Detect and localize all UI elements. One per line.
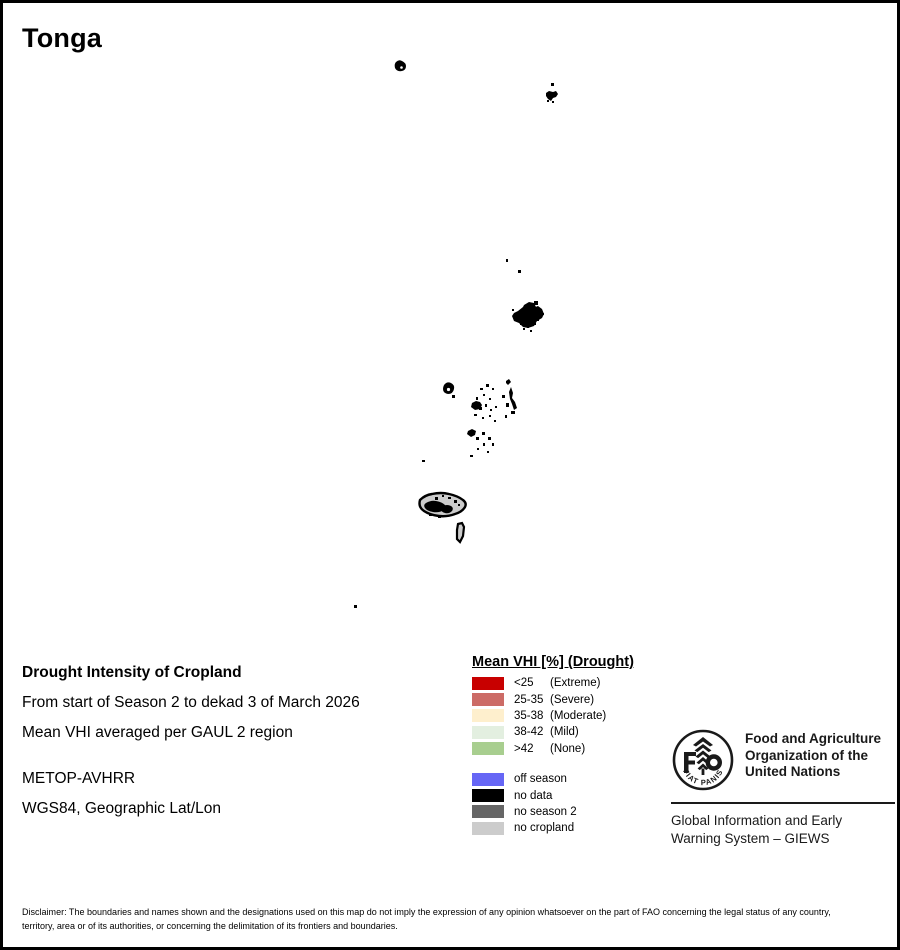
fao-organization-name: Food and Agriculture Organization of the… xyxy=(745,731,881,781)
legend-item-severe: 25-35 (Severe) xyxy=(472,691,682,707)
island-haapai-south xyxy=(467,429,494,457)
island-vavau-outliers xyxy=(506,259,521,273)
legend-item-none: >42 (None) xyxy=(472,741,682,757)
legend-item-no-data: no data xyxy=(472,787,682,803)
legend-category-extreme: (Extreme) xyxy=(550,677,601,690)
island-haapai-east-chain xyxy=(502,379,517,418)
legend-label-no-season-2: no season 2 xyxy=(514,805,577,818)
island-hunga xyxy=(422,460,425,462)
legend-label-no-cropland: no cropland xyxy=(514,822,575,835)
legend-item-no-season-2: no season 2 xyxy=(472,804,682,820)
legend-label-off-season: off season xyxy=(514,773,567,786)
island-tongatapu xyxy=(418,491,467,518)
island-ata xyxy=(354,605,357,608)
fao-branding-block: FIAT PANIS Food and Agriculture Organiza… xyxy=(671,728,895,848)
legend-swatch-mild xyxy=(472,725,504,739)
legend-range-moderate: 35-38 xyxy=(514,709,544,722)
caption-sensor: METOP-AVHRR xyxy=(22,770,136,787)
caption-period: From start of Season 2 to dekad 3 of Mar… xyxy=(22,694,360,711)
disclaimer-text: Disclaimer: The boundaries and names sho… xyxy=(22,907,831,932)
island-haapai-central xyxy=(471,384,497,422)
caption-aggregation: Mean VHI averaged per GAUL 2 region xyxy=(22,724,293,741)
giews-line-1: Global Information and Early xyxy=(671,813,843,828)
island-group-vavau xyxy=(512,301,544,332)
fao-header: FIAT PANIS Food and Agriculture Organiza… xyxy=(671,728,895,792)
giews-system-name: Global Information and Early Warning Sys… xyxy=(671,812,895,848)
fao-org-line-1: Food and Agriculture xyxy=(745,731,881,746)
island-eua xyxy=(455,521,466,544)
legend-swatch-none xyxy=(472,742,504,756)
island-niuafoou xyxy=(394,60,406,72)
page-title: Tonga xyxy=(22,23,102,53)
legend-range-none: >42 xyxy=(514,742,534,755)
legend-range-mild: 38-42 xyxy=(514,726,544,739)
legend-label-extreme: <25 (Extreme) xyxy=(514,677,600,689)
fao-org-line-2: Organization of the xyxy=(745,747,868,763)
legend-swatch-moderate xyxy=(472,709,504,723)
legend-gap xyxy=(472,757,682,771)
legend-category-severe: (Severe) xyxy=(550,693,595,706)
fao-divider xyxy=(671,802,895,804)
legend-swatch-no-data xyxy=(472,789,504,803)
legend-item-mild: 38-42 (Mild) xyxy=(472,724,682,740)
island-tafahi xyxy=(551,83,554,86)
giews-line-2: Warning System – GIEWS xyxy=(671,831,830,846)
legend-label-moderate: 35-38 (Moderate) xyxy=(514,710,606,722)
legend-swatch-extreme xyxy=(472,676,504,690)
legend-title: Mean VHI [%] (Drought) xyxy=(472,654,634,670)
legend-range-extreme: <25 xyxy=(514,677,534,690)
caption-projection: WGS84, Geographic Lat/Lon xyxy=(22,800,222,817)
caption-block: Drought Intensity of Cropland From start… xyxy=(22,658,452,824)
fao-org-line-3: United Nations xyxy=(745,764,841,779)
legend-item-off-season: off season xyxy=(472,771,682,787)
legend-category-moderate: (Moderate) xyxy=(550,709,607,722)
caption-spacer xyxy=(22,748,452,764)
legend-label-none: >42 (None) xyxy=(514,743,585,755)
legend-item-no-cropland: no cropland xyxy=(472,820,682,836)
legend-swatch-off-season xyxy=(472,772,504,786)
legend-swatch-no-cropland xyxy=(472,821,504,835)
legend-label-no-data: no data xyxy=(514,789,553,802)
legend-swatch-severe xyxy=(472,693,504,707)
island-niuatoputapu xyxy=(546,91,558,103)
legend-category-mild: (Mild) xyxy=(550,726,579,739)
legend: Mean VHI [%] (Drought) <25 (Extreme) 25-3… xyxy=(472,654,682,837)
legend-item-extreme: <25 (Extreme) xyxy=(472,675,682,691)
legend-category-none: (None) xyxy=(550,742,586,755)
fao-logo-icon: FIAT PANIS xyxy=(671,728,735,792)
caption-product-title: Drought Intensity of Cropland xyxy=(22,664,242,681)
legend-range-severe: 25-35 xyxy=(514,693,544,706)
legend-swatch-no-season-2 xyxy=(472,805,504,819)
map-canvas xyxy=(6,51,897,641)
legend-label-mild: 38-42 (Mild) xyxy=(514,726,579,738)
legend-item-moderate: 35-38 (Moderate) xyxy=(472,708,682,724)
island-kao-tofua xyxy=(443,382,455,398)
legend-label-severe: 25-35 (Severe) xyxy=(514,694,594,706)
